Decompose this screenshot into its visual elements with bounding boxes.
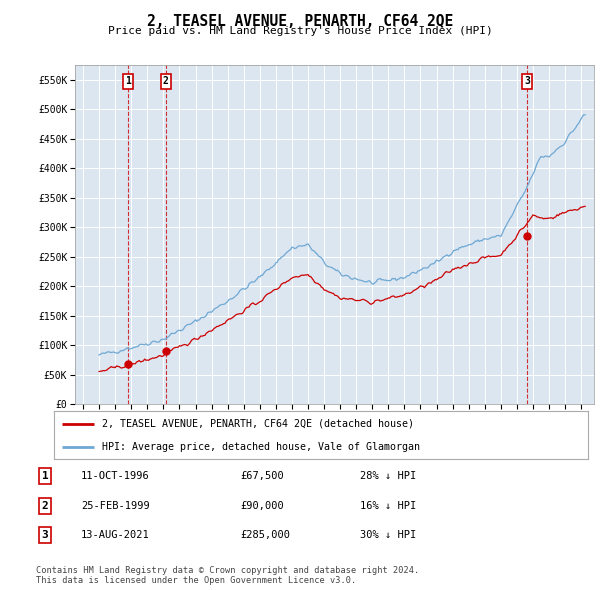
Text: £90,000: £90,000 [240,501,284,510]
Text: 2, TEASEL AVENUE, PENARTH, CF64 2QE: 2, TEASEL AVENUE, PENARTH, CF64 2QE [147,14,453,28]
Text: 2, TEASEL AVENUE, PENARTH, CF64 2QE (detached house): 2, TEASEL AVENUE, PENARTH, CF64 2QE (det… [102,419,414,429]
Text: £67,500: £67,500 [240,471,284,481]
Text: 2: 2 [41,501,49,510]
Text: HPI: Average price, detached house, Vale of Glamorgan: HPI: Average price, detached house, Vale… [102,442,420,452]
Text: 25-FEB-1999: 25-FEB-1999 [81,501,150,510]
Text: 2: 2 [163,77,169,86]
Text: 16% ↓ HPI: 16% ↓ HPI [360,501,416,510]
Text: 30% ↓ HPI: 30% ↓ HPI [360,530,416,540]
Text: 3: 3 [41,530,49,540]
Text: 3: 3 [524,77,530,86]
Text: 1: 1 [41,471,49,481]
Text: 1: 1 [125,77,131,86]
Text: 28% ↓ HPI: 28% ↓ HPI [360,471,416,481]
Text: 13-AUG-2021: 13-AUG-2021 [81,530,150,540]
Text: 11-OCT-1996: 11-OCT-1996 [81,471,150,481]
Text: Contains HM Land Registry data © Crown copyright and database right 2024.
This d: Contains HM Land Registry data © Crown c… [36,566,419,585]
Text: £285,000: £285,000 [240,530,290,540]
Text: Price paid vs. HM Land Registry's House Price Index (HPI): Price paid vs. HM Land Registry's House … [107,26,493,36]
